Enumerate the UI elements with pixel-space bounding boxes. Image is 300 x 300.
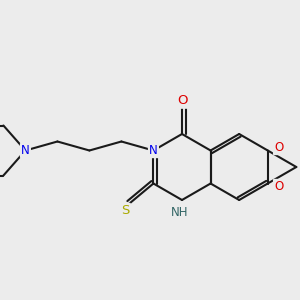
Text: O: O — [274, 180, 283, 193]
Text: O: O — [274, 141, 283, 154]
Text: O: O — [177, 94, 187, 107]
Text: N: N — [21, 144, 30, 157]
Text: S: S — [121, 204, 130, 217]
Text: NH: NH — [171, 206, 189, 220]
Text: N: N — [149, 144, 158, 157]
